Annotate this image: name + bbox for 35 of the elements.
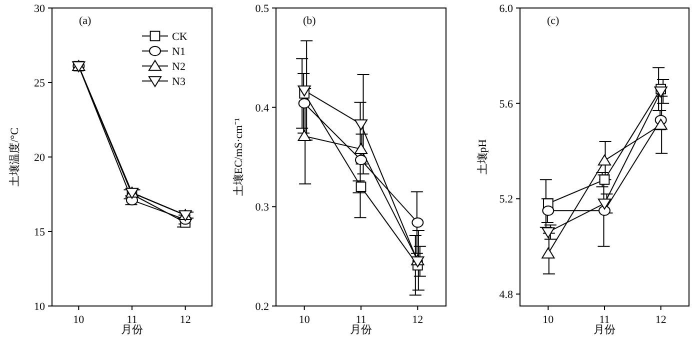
- annotation: (b): [303, 15, 316, 27]
- legend-label: N3: [172, 76, 186, 88]
- xtick: 12: [655, 314, 666, 326]
- ylabel: 土壤温度/°C: [9, 128, 21, 186]
- xtick: 12: [180, 314, 191, 326]
- annotation: (a): [79, 15, 92, 27]
- ytick: 0.3: [255, 202, 269, 214]
- xtick: 11: [599, 314, 610, 326]
- ytick: 25: [34, 78, 45, 90]
- xtick: 10: [298, 314, 310, 326]
- legend-label: N2: [172, 61, 186, 73]
- ytick: 4.8: [499, 289, 513, 302]
- legend-label: CK: [172, 31, 188, 43]
- xtick: 11: [356, 314, 366, 326]
- xtick: 10: [542, 314, 554, 326]
- ytick: 30: [34, 3, 45, 15]
- xtick: 12: [412, 314, 424, 326]
- xlabel: 月份: [350, 324, 372, 336]
- xtick: 10: [73, 314, 84, 326]
- ytick: 5.6: [499, 98, 513, 110]
- ytick: 20: [34, 152, 45, 164]
- xtick: 11: [126, 314, 138, 326]
- xlabel: 月份: [594, 324, 616, 336]
- legend-label: N1: [172, 46, 186, 58]
- ylabel: 土壤EC/mS·cm⁻¹: [233, 118, 245, 196]
- annotation: (c): [547, 15, 560, 27]
- ytick: 0.2: [255, 301, 269, 313]
- ytick: 0.5: [255, 3, 269, 15]
- ytick: 10: [34, 301, 45, 313]
- ylabel: 土壤pH: [477, 139, 489, 175]
- ytick: 6.0: [499, 3, 513, 15]
- ytick: 5.2: [499, 194, 513, 206]
- ytick: 0.4: [255, 102, 269, 114]
- ytick: 15: [34, 226, 45, 238]
- xlabel: 月份: [121, 324, 143, 336]
